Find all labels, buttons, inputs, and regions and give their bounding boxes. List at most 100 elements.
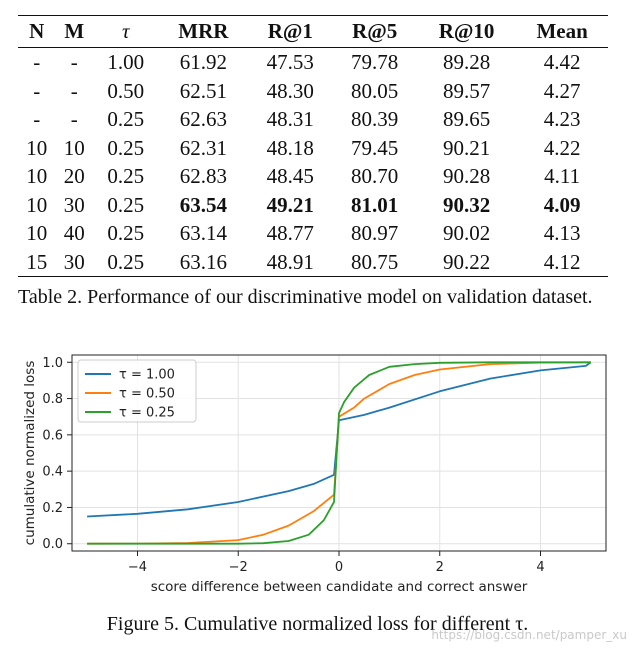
table-cell: 63.14 — [179, 221, 227, 245]
table-cell: 15 — [26, 249, 48, 274]
table-cell: 4.27 — [543, 78, 581, 103]
x-axis-label: score difference between candidate and c… — [151, 579, 528, 595]
table-cell: 0.25 — [107, 164, 145, 188]
y-tick-label: 0.8 — [42, 392, 63, 407]
table-cell: 90.32 — [442, 192, 491, 217]
table-cell: 0.25 — [107, 192, 145, 217]
table-cell: 10 — [26, 164, 48, 188]
y-tick-label: 1.0 — [42, 356, 63, 371]
table-cell: 61.92 — [179, 50, 227, 74]
table-cell: - — [33, 78, 41, 103]
table-cell: 79.45 — [351, 135, 399, 160]
table-cell: 30 — [63, 192, 85, 217]
header-n: N — [29, 19, 45, 43]
y-axis-label: cumulative normalized loss — [22, 361, 38, 546]
table-cell: 48.31 — [266, 107, 314, 131]
table-cell: 0.25 — [107, 249, 145, 274]
table-cell: - — [33, 50, 41, 74]
table-cell: 4.09 — [543, 192, 581, 217]
table-row: - - 1.00 61.92 47.53 79.78 89.28 4.42 — [18, 48, 608, 77]
table-cell: 90.21 — [442, 135, 491, 160]
table-header-row: N M τ MRR R@1 R@5 R@10 Mean — [18, 15, 608, 48]
table-cell: 48.77 — [266, 221, 314, 245]
table-cell: 49.21 — [266, 192, 314, 217]
table-cell: 48.18 — [266, 135, 314, 160]
table-cell: 10 — [63, 135, 85, 160]
table-cell: 4.42 — [543, 50, 581, 74]
table-caption: Table 2. Performance of our discriminati… — [18, 286, 593, 308]
table-cell: 10 — [26, 135, 48, 160]
table-cell: 20 — [63, 164, 85, 188]
table-row: 10 10 0.25 62.31 48.18 79.45 90.21 4.22 — [18, 134, 608, 163]
x-tick-label: −2 — [229, 560, 248, 575]
table-row: 10 20 0.25 62.83 48.45 80.70 90.28 4.11 — [18, 162, 608, 191]
table-cell: 89.28 — [442, 50, 491, 74]
table-cell: 90.22 — [442, 249, 491, 274]
table-cell: 0.25 — [107, 221, 145, 245]
legend-label: τ = 0.50 — [119, 387, 175, 402]
table-cell: 63.16 — [179, 249, 227, 274]
table-cell: 10 — [26, 221, 48, 245]
table-cell: 4.12 — [543, 249, 581, 274]
table-cell: 80.05 — [351, 78, 399, 103]
table-cell: 89.65 — [442, 107, 491, 131]
table-cell: 0.25 — [107, 107, 145, 131]
table-cell: 90.02 — [442, 221, 491, 245]
header-m: M — [64, 19, 85, 43]
figure-caption: Figure 5. Cumulative normalized loss for… — [106, 613, 529, 635]
legend-label: τ = 1.00 — [119, 368, 175, 383]
table-row: 10 30 0.25 63.54 49.21 81.01 90.32 4.09 — [18, 191, 608, 220]
table-cell: 1.00 — [107, 50, 145, 74]
table-cell: 4.22 — [543, 135, 581, 160]
table-cell: 30 — [63, 249, 85, 274]
table-cell: 80.70 — [351, 164, 399, 188]
table-cell: 89.57 — [442, 78, 491, 103]
series-line-2 — [87, 361, 591, 545]
loss-chart: −4 −2 0 2 4 0.0 0.2 0.4 0.6 0.8 1.0 score differen… — [22, 354, 607, 595]
y-tick-label: 0.6 — [42, 428, 63, 443]
y-tick-label: 0.0 — [42, 537, 63, 552]
table-cell: 4.11 — [544, 164, 581, 188]
legend-label: τ = 0.25 — [119, 406, 175, 421]
header-r5: R@5 — [352, 19, 398, 43]
chart-ticks: −4 −2 0 2 4 0.0 0.2 0.4 0.6 0.8 1.0 — [42, 356, 544, 575]
y-tick-label: 0.4 — [42, 465, 63, 480]
table-row: 10 40 0.25 63.14 48.77 80.97 90.02 4.13 — [18, 219, 608, 248]
table-cell: 79.78 — [351, 50, 399, 74]
table-cell: 48.91 — [266, 249, 314, 274]
x-tick-label: 0 — [335, 560, 343, 575]
table-cell: 4.23 — [543, 107, 581, 131]
chart-series — [87, 361, 592, 545]
table-cell: 10 — [26, 192, 48, 217]
table-cell: 40 — [63, 221, 85, 245]
header-mean: Mean — [536, 19, 588, 43]
table-row: - - 0.25 62.63 48.31 80.39 89.65 4.23 — [18, 105, 608, 134]
table-row: - - 0.50 62.51 48.30 80.05 89.57 4.27 — [18, 77, 608, 106]
chart-legend: τ = 1.00 τ = 0.50 τ = 0.25 — [77, 359, 197, 423]
table-cell: 62.83 — [179, 164, 227, 188]
table-cell: 62.63 — [179, 107, 227, 131]
table-body: - - 1.00 61.92 47.53 79.78 89.28 4.42 - - 0.50 62.5… — [18, 48, 608, 277]
table-cell: - — [70, 50, 78, 74]
table-cell: 47.53 — [266, 50, 314, 74]
table-cell: 80.39 — [351, 107, 399, 131]
table-cell: 80.97 — [351, 221, 399, 245]
x-tick-label: −4 — [128, 560, 147, 575]
table-cell: 0.25 — [107, 135, 145, 160]
table-cell: 48.45 — [266, 164, 314, 188]
table-row: 15 30 0.25 63.16 48.91 80.75 90.22 4.12 — [18, 248, 608, 277]
table-cell: 63.54 — [179, 192, 227, 217]
table-cell: 62.51 — [179, 78, 227, 103]
table-cell: 62.31 — [179, 135, 227, 160]
table-cell: 48.30 — [266, 78, 314, 103]
header-r1: R@1 — [267, 19, 313, 43]
table-cell: - — [70, 107, 78, 131]
table-cell: 0.50 — [107, 78, 145, 103]
table-cell: 4.13 — [543, 221, 581, 245]
x-tick-label: 4 — [536, 560, 544, 575]
table-cell: - — [33, 107, 41, 131]
watermark: https://blog.csdn.net/pamper_xu — [431, 628, 627, 642]
x-tick-label: 2 — [436, 560, 444, 575]
table-cell: 81.01 — [351, 192, 399, 217]
table-cell: - — [70, 78, 78, 103]
